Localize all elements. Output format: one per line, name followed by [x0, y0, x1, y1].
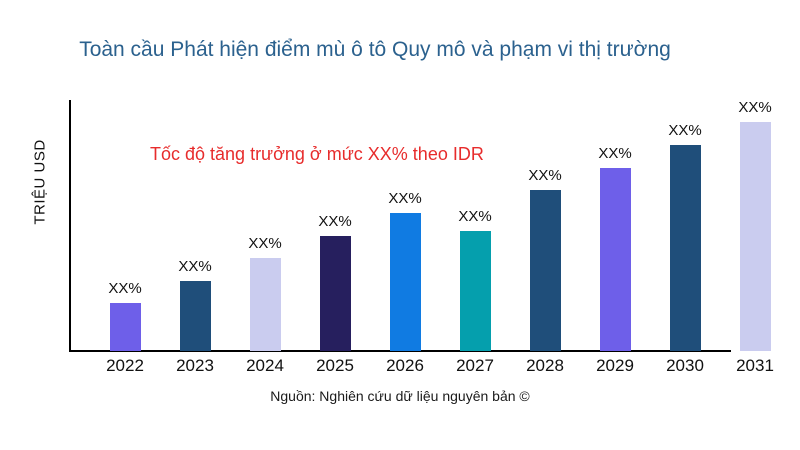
bar-2026: [389, 213, 421, 351]
x-tick-2024: 2024: [246, 356, 284, 375]
x-axis-line: [69, 350, 731, 352]
bar-group-2022: XX%: [90, 280, 160, 351]
bar-2024: [249, 258, 281, 351]
x-tick-2025: 2025: [316, 356, 354, 375]
bar-group-2026: XX%: [370, 190, 440, 351]
bar-2031: [739, 122, 771, 351]
bar-2030: [669, 145, 701, 351]
bar-group-2027: XX%: [440, 208, 510, 351]
bar-value-label-2031: XX%: [738, 99, 772, 116]
bar-group-2028: XX%: [510, 167, 580, 351]
chart-title: Toàn cầu Phát hiện điểm mù ô tô Quy mô v…: [79, 38, 671, 61]
bar-2025: [319, 236, 351, 351]
bar-value-label-2026: XX%: [388, 190, 422, 207]
bar-value-label-2027: XX%: [458, 208, 492, 225]
bar-2022: [109, 303, 141, 351]
bar-group-2029: XX%: [580, 145, 650, 351]
bar-value-label-2028: XX%: [528, 167, 562, 184]
bar-value-label-2024: XX%: [248, 235, 282, 252]
x-tick-2022: 2022: [106, 356, 144, 375]
bar-2023: [179, 281, 211, 351]
growth-rate-annotation: Tốc độ tăng trưởng ở mức XX% theo IDR: [150, 144, 484, 164]
bar-group-2023: XX%: [160, 258, 230, 351]
x-tick-2023: 2023: [176, 356, 214, 375]
bar-2029: [599, 168, 631, 351]
y-axis-title: TRIỆU USD: [31, 139, 49, 225]
x-tick-2029: 2029: [596, 356, 634, 375]
x-tick-2026: 2026: [386, 356, 424, 375]
x-tick-2030: 2030: [666, 356, 704, 375]
y-axis-line: [69, 100, 71, 351]
bar-group-2030: XX%: [650, 122, 720, 351]
bar-value-label-2022: XX%: [108, 280, 142, 297]
bar-group-2031: XX%: [720, 99, 790, 351]
x-tick-2031: 2031: [736, 356, 774, 375]
bar-2027: [459, 231, 491, 351]
source-note: Nguồn: Nghiên cứu dữ liệu nguyên bản ©: [270, 388, 530, 404]
bar-value-label-2025: XX%: [318, 213, 352, 230]
bar-group-2025: XX%: [300, 213, 370, 351]
bar-2028: [529, 190, 561, 351]
bar-group-2024: XX%: [230, 235, 300, 351]
x-tick-2027: 2027: [456, 356, 494, 375]
bar-value-label-2030: XX%: [668, 122, 702, 139]
x-tick-2028: 2028: [526, 356, 564, 375]
bar-value-label-2023: XX%: [178, 258, 212, 275]
bar-value-label-2029: XX%: [598, 145, 632, 162]
